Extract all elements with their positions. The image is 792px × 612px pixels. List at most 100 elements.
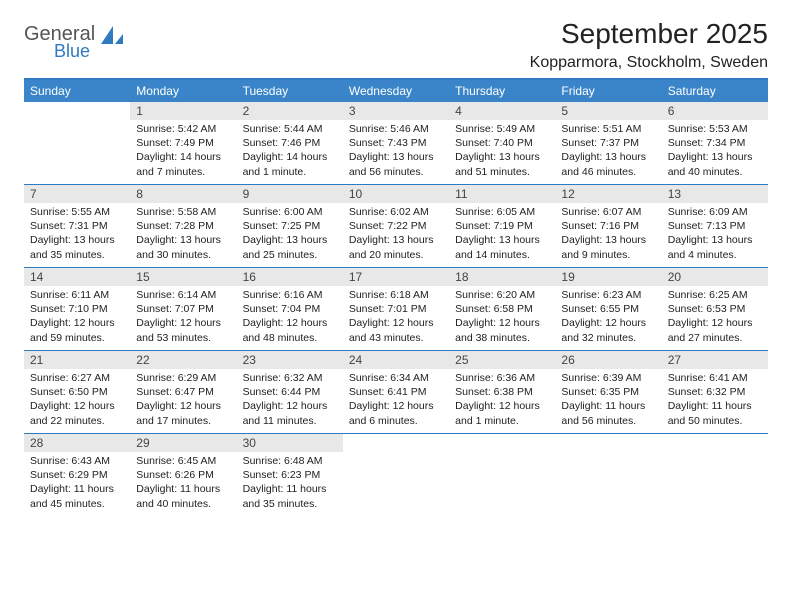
day2-text: and 35 minutes. [30,248,124,262]
day1-text: Daylight: 12 hours [243,399,337,413]
day-number: 29 [130,434,236,452]
day1-text: Daylight: 13 hours [561,233,655,247]
day1-text: Daylight: 12 hours [136,316,230,330]
day1-text: Daylight: 13 hours [455,233,549,247]
day-number: 15 [130,268,236,286]
weekday-mon: Monday [130,80,236,102]
sunrise-text: Sunrise: 6:05 AM [455,205,549,219]
day2-text: and 51 minutes. [455,165,549,179]
day-details: Sunrise: 6:07 AMSunset: 7:16 PMDaylight:… [555,203,661,266]
calendar: Sunday Monday Tuesday Wednesday Thursday… [24,78,768,516]
weekday-sun: Sunday [24,80,130,102]
day2-text: and 17 minutes. [136,414,230,428]
weekday-header: Sunday Monday Tuesday Wednesday Thursday… [24,80,768,102]
day1-text: Daylight: 14 hours [136,150,230,164]
sunset-text: Sunset: 7:40 PM [455,136,549,150]
sunset-text: Sunset: 6:50 PM [30,385,124,399]
day1-text: Daylight: 12 hours [243,316,337,330]
sunset-text: Sunset: 7:43 PM [349,136,443,150]
header: General Blue September 2025 Kopparmora, … [24,18,768,72]
day-details: Sunrise: 5:46 AMSunset: 7:43 PMDaylight:… [343,120,449,183]
day-cell: 28Sunrise: 6:43 AMSunset: 6:29 PMDayligh… [24,434,130,516]
day-number: 23 [237,351,343,369]
day-cell: 25Sunrise: 6:36 AMSunset: 6:38 PMDayligh… [449,351,555,433]
day-details: Sunrise: 6:29 AMSunset: 6:47 PMDaylight:… [130,369,236,432]
sunrise-text: Sunrise: 6:09 AM [668,205,762,219]
day-details: Sunrise: 5:58 AMSunset: 7:28 PMDaylight:… [130,203,236,266]
day1-text: Daylight: 11 hours [136,482,230,496]
day2-text: and 32 minutes. [561,331,655,345]
sunset-text: Sunset: 7:25 PM [243,219,337,233]
day-details: Sunrise: 6:00 AMSunset: 7:25 PMDaylight:… [237,203,343,266]
day1-text: Daylight: 11 hours [668,399,762,413]
sunrise-text: Sunrise: 6:32 AM [243,371,337,385]
sunrise-text: Sunrise: 6:45 AM [136,454,230,468]
title-block: September 2025 Kopparmora, Stockholm, Sw… [530,18,768,72]
day-cell: 24Sunrise: 6:34 AMSunset: 6:41 PMDayligh… [343,351,449,433]
day-details: Sunrise: 5:49 AMSunset: 7:40 PMDaylight:… [449,120,555,183]
month-title: September 2025 [530,18,768,50]
day-details: Sunrise: 5:44 AMSunset: 7:46 PMDaylight:… [237,120,343,183]
day-details: Sunrise: 6:14 AMSunset: 7:07 PMDaylight:… [130,286,236,349]
day-details: Sunrise: 6:43 AMSunset: 6:29 PMDaylight:… [24,452,130,515]
weekday-tue: Tuesday [237,80,343,102]
day-number [343,434,449,452]
sunset-text: Sunset: 7:13 PM [668,219,762,233]
day-cell [449,434,555,516]
day-cell [555,434,661,516]
day1-text: Daylight: 13 hours [668,150,762,164]
week-row: 1Sunrise: 5:42 AMSunset: 7:49 PMDaylight… [24,102,768,185]
day2-text: and 56 minutes. [561,414,655,428]
sunrise-text: Sunrise: 5:58 AM [136,205,230,219]
day1-text: Daylight: 12 hours [30,399,124,413]
sunset-text: Sunset: 6:53 PM [668,302,762,316]
sunrise-text: Sunrise: 6:43 AM [30,454,124,468]
day-number: 17 [343,268,449,286]
sunrise-text: Sunrise: 5:44 AM [243,122,337,136]
day-cell: 14Sunrise: 6:11 AMSunset: 7:10 PMDayligh… [24,268,130,350]
day-number: 24 [343,351,449,369]
day2-text: and 46 minutes. [561,165,655,179]
day2-text: and 38 minutes. [455,331,549,345]
day2-text: and 22 minutes. [30,414,124,428]
day-number [662,434,768,452]
sunset-text: Sunset: 7:04 PM [243,302,337,316]
sunrise-text: Sunrise: 6:18 AM [349,288,443,302]
sunrise-text: Sunrise: 6:36 AM [455,371,549,385]
sunrise-text: Sunrise: 6:39 AM [561,371,655,385]
day-cell: 11Sunrise: 6:05 AMSunset: 7:19 PMDayligh… [449,185,555,267]
sunrise-text: Sunrise: 6:11 AM [30,288,124,302]
day-details: Sunrise: 6:36 AMSunset: 6:38 PMDaylight:… [449,369,555,432]
day-cell: 19Sunrise: 6:23 AMSunset: 6:55 PMDayligh… [555,268,661,350]
day-details: Sunrise: 6:25 AMSunset: 6:53 PMDaylight:… [662,286,768,349]
day-details: Sunrise: 6:27 AMSunset: 6:50 PMDaylight:… [24,369,130,432]
day1-text: Daylight: 12 hours [136,399,230,413]
day-cell: 17Sunrise: 6:18 AMSunset: 7:01 PMDayligh… [343,268,449,350]
day-number: 26 [555,351,661,369]
day2-text: and 35 minutes. [243,497,337,511]
day-cell: 29Sunrise: 6:45 AMSunset: 6:26 PMDayligh… [130,434,236,516]
day-cell: 3Sunrise: 5:46 AMSunset: 7:43 PMDaylight… [343,102,449,184]
day-number: 27 [662,351,768,369]
day-details: Sunrise: 6:32 AMSunset: 6:44 PMDaylight:… [237,369,343,432]
day-cell: 9Sunrise: 6:00 AMSunset: 7:25 PMDaylight… [237,185,343,267]
day-cell: 20Sunrise: 6:25 AMSunset: 6:53 PMDayligh… [662,268,768,350]
day-details: Sunrise: 6:11 AMSunset: 7:10 PMDaylight:… [24,286,130,349]
day1-text: Daylight: 13 hours [243,233,337,247]
day1-text: Daylight: 12 hours [455,399,549,413]
sunset-text: Sunset: 7:37 PM [561,136,655,150]
day1-text: Daylight: 13 hours [136,233,230,247]
sunset-text: Sunset: 7:49 PM [136,136,230,150]
day2-text: and 6 minutes. [349,414,443,428]
day-cell: 21Sunrise: 6:27 AMSunset: 6:50 PMDayligh… [24,351,130,433]
day-cell [343,434,449,516]
sunset-text: Sunset: 6:35 PM [561,385,655,399]
day-details: Sunrise: 6:05 AMSunset: 7:19 PMDaylight:… [449,203,555,266]
day-number: 7 [24,185,130,203]
day-number: 13 [662,185,768,203]
day1-text: Daylight: 13 hours [561,150,655,164]
day-details: Sunrise: 5:53 AMSunset: 7:34 PMDaylight:… [662,120,768,183]
day-number [449,434,555,452]
sunrise-text: Sunrise: 6:25 AM [668,288,762,302]
day2-text: and 1 minute. [455,414,549,428]
